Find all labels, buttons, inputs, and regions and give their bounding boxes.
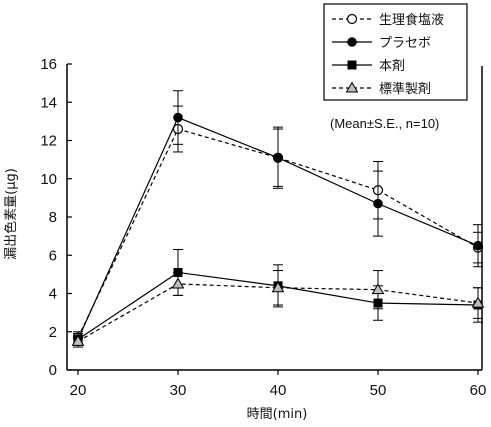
legend-marker <box>345 81 359 93</box>
axes: 0 2 4 6 8 10 12 14 16 20 30 40 50 60 <box>40 56 486 399</box>
y-tick-label: 16 <box>40 56 57 73</box>
y-tick-label: 12 <box>40 133 57 150</box>
y-tick-label: 2 <box>49 324 57 341</box>
y-tick-label: 14 <box>40 94 57 111</box>
series-line <box>77 128 479 338</box>
x-tick-label: 20 <box>70 382 87 399</box>
data-point <box>171 277 185 289</box>
legend-label: 生理食塩液 <box>379 12 444 28</box>
series-group <box>71 90 485 348</box>
legend-marker <box>347 60 357 70</box>
data-point <box>271 281 285 293</box>
series-3 <box>71 270 485 348</box>
y-tick-label: 0 <box>49 362 57 379</box>
stats-annotation: (Mean±S.E., n=10) <box>330 116 439 131</box>
data-point <box>373 198 383 209</box>
x-tick-label: 30 <box>170 382 187 399</box>
data-point <box>273 152 283 163</box>
x-axis-title: 時間(min) <box>247 407 308 422</box>
legend-marker <box>346 13 358 25</box>
y-tick-label: 8 <box>49 209 57 226</box>
y-tick-label: 4 <box>49 286 57 303</box>
y-tick-label: 6 <box>49 247 57 264</box>
y-axis-title: 漏出色素量(μg) <box>3 168 19 260</box>
y-tick-label: 10 <box>40 171 57 188</box>
legend-label: 本剤 <box>379 58 405 74</box>
x-tick-label: 50 <box>370 382 387 399</box>
x-tick-label: 40 <box>270 382 287 399</box>
legend-label: 標準製剤 <box>379 81 431 97</box>
data-point <box>371 283 385 295</box>
legend-marker <box>347 37 357 47</box>
x-tick-label: 60 <box>470 382 487 399</box>
legend-label: プラセボ <box>379 36 431 51</box>
data-point <box>473 240 483 251</box>
data-point <box>71 334 85 346</box>
data-point <box>173 112 183 123</box>
data-point <box>471 296 485 308</box>
